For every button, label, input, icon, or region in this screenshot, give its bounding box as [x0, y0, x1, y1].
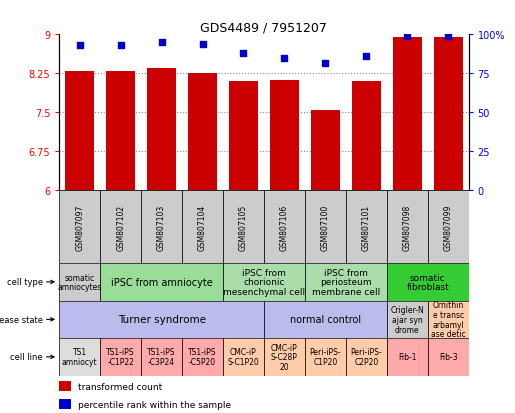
Text: Fib-1: Fib-1: [398, 352, 417, 361]
Text: GSM807101: GSM807101: [362, 204, 371, 250]
Bar: [100, 191, 141, 263]
Bar: [229, 82, 258, 191]
Text: GSM807098: GSM807098: [403, 204, 411, 250]
Text: Fib-3: Fib-3: [439, 352, 457, 361]
Text: cell type: cell type: [7, 278, 43, 287]
Text: Peri-iPS-
C2P20: Peri-iPS- C2P20: [351, 348, 382, 366]
Text: GSM807105: GSM807105: [239, 204, 248, 250]
Text: TS1-iPS
-C3P24: TS1-iPS -C3P24: [147, 348, 176, 366]
Bar: [223, 338, 264, 376]
Bar: [264, 338, 305, 376]
Bar: [305, 338, 346, 376]
Bar: [182, 338, 223, 376]
Bar: [59, 338, 100, 376]
Text: Crigler-N
ajar syn
drome: Crigler-N ajar syn drome: [390, 306, 424, 334]
Bar: [352, 82, 381, 191]
Bar: [311, 111, 340, 191]
Bar: [387, 338, 427, 376]
Text: GSM807102: GSM807102: [116, 204, 125, 250]
Bar: [59, 263, 100, 301]
Bar: [264, 191, 305, 263]
Bar: [346, 338, 387, 376]
Bar: [147, 69, 176, 191]
Point: [280, 55, 288, 62]
Text: GSM807100: GSM807100: [321, 204, 330, 250]
Bar: [59, 301, 264, 338]
Point: [403, 33, 411, 40]
Text: Peri-iPS-
C1P20: Peri-iPS- C1P20: [310, 348, 341, 366]
Bar: [223, 191, 264, 263]
Bar: [434, 38, 462, 191]
Bar: [387, 191, 427, 263]
Text: CMC-iP
S-C28P
20: CMC-iP S-C28P 20: [271, 343, 298, 371]
Bar: [427, 191, 469, 263]
Text: GSM807106: GSM807106: [280, 204, 289, 250]
Bar: [427, 338, 469, 376]
Text: TS1-iPS
-C1P22: TS1-iPS -C1P22: [107, 348, 135, 366]
Bar: [387, 301, 427, 338]
Text: iPSC from
periosteum
membrane cell: iPSC from periosteum membrane cell: [312, 268, 380, 297]
Text: Turner syndrome: Turner syndrome: [117, 315, 205, 325]
Text: transformed count: transformed count: [78, 382, 162, 391]
Bar: [100, 263, 223, 301]
Text: TS1
amniocyt: TS1 amniocyt: [62, 348, 97, 366]
Text: GSM807097: GSM807097: [75, 204, 84, 250]
Text: GSM807104: GSM807104: [198, 204, 207, 250]
Bar: [188, 74, 217, 191]
Point: [444, 33, 452, 40]
Text: somatic
fibroblast: somatic fibroblast: [406, 273, 449, 292]
Bar: [59, 399, 71, 409]
Point: [76, 43, 84, 50]
Bar: [427, 301, 469, 338]
Text: GSM807099: GSM807099: [444, 204, 453, 250]
Point: [239, 51, 248, 57]
Text: TS1-iPS
-C5P20: TS1-iPS -C5P20: [188, 348, 217, 366]
Text: GSM807103: GSM807103: [157, 204, 166, 250]
Bar: [106, 71, 135, 191]
Title: GDS4489 / 7951207: GDS4489 / 7951207: [200, 21, 328, 34]
Text: normal control: normal control: [290, 315, 361, 325]
Bar: [305, 263, 387, 301]
Text: CMC-iP
S-C1P20: CMC-iP S-C1P20: [228, 348, 260, 366]
Point: [116, 43, 125, 50]
Text: somatic
amniocytes: somatic amniocytes: [58, 273, 102, 292]
Bar: [387, 263, 469, 301]
Bar: [65, 71, 94, 191]
Text: Ornithin
e transc
arbamyl
ase detic: Ornithin e transc arbamyl ase detic: [431, 301, 466, 339]
Text: iPSC from amniocyte: iPSC from amniocyte: [111, 277, 213, 287]
Bar: [100, 338, 141, 376]
Point: [158, 40, 166, 47]
Point: [362, 54, 370, 60]
Bar: [393, 38, 422, 191]
Text: disease state: disease state: [0, 315, 43, 324]
Text: iPSC from
chorionic
mesenchymal cell: iPSC from chorionic mesenchymal cell: [223, 268, 305, 297]
Bar: [305, 191, 346, 263]
Bar: [223, 263, 305, 301]
Text: percentile rank within the sample: percentile rank within the sample: [78, 399, 231, 408]
Point: [321, 60, 330, 66]
Bar: [59, 381, 71, 392]
Text: cell line: cell line: [10, 352, 43, 361]
Bar: [264, 301, 387, 338]
Point: [198, 41, 207, 48]
Bar: [346, 191, 387, 263]
Bar: [270, 81, 299, 191]
Bar: [141, 191, 182, 263]
Bar: [141, 338, 182, 376]
Bar: [182, 191, 223, 263]
Bar: [59, 191, 100, 263]
